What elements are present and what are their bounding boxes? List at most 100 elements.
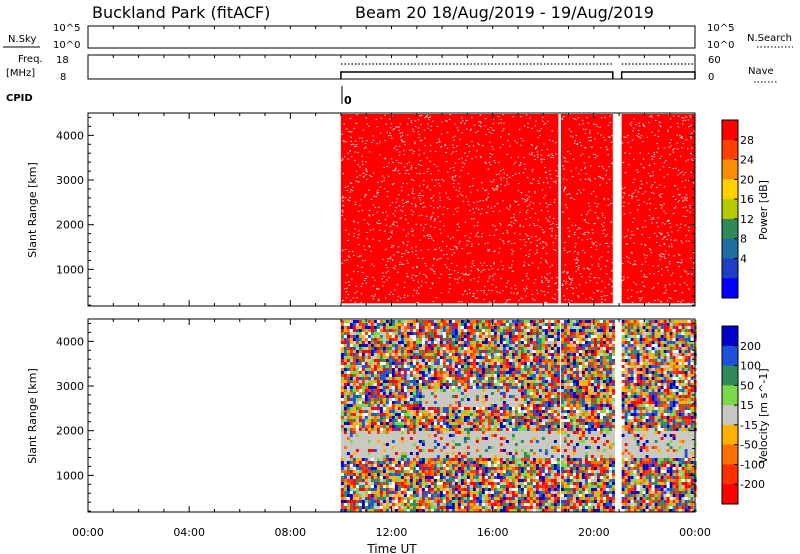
power-gap-pixel (440, 146, 442, 148)
velocity-cell (421, 455, 425, 458)
power-gap-pixel (441, 249, 443, 251)
velocity-cell (364, 458, 368, 461)
velocity-cell (379, 497, 383, 500)
velocity-cell (463, 422, 467, 425)
velocity-cell (361, 452, 365, 455)
velocity-cell (394, 488, 398, 491)
power-gap-pixel (545, 244, 548, 246)
velocity-cell (376, 497, 380, 500)
velocity-cell (388, 404, 392, 407)
velocity-cell (433, 479, 437, 482)
power-gap-pixel (564, 187, 566, 189)
power-gap-pixel (642, 141, 644, 143)
velocity-cell (436, 356, 440, 359)
velocity-cell (346, 479, 350, 482)
power-gap-pixel (481, 145, 484, 147)
velocity-cell (460, 440, 464, 443)
power-gap-pixel (517, 292, 519, 294)
power-gap-pixel (365, 193, 367, 195)
power-gap-pixel (382, 212, 384, 214)
power-gap-pixel (577, 237, 580, 239)
power-gap-pixel (547, 219, 549, 221)
power-gap-pixel (430, 125, 433, 127)
velocity-cell (361, 326, 365, 329)
power-gap-pixel (607, 251, 609, 253)
velocity-cell (349, 434, 353, 437)
velocity-cell (382, 320, 386, 323)
power-gap-pixel (499, 177, 502, 179)
power-gap-pixel (399, 261, 401, 263)
velocity-cell (373, 509, 377, 512)
velocity-cell (439, 494, 443, 497)
power-gap-pixel (423, 274, 425, 276)
velocity-cell (457, 461, 461, 464)
velocity-cell (367, 494, 371, 497)
velocity-cell (340, 413, 344, 416)
velocity-cell (340, 365, 344, 368)
velocity-cell (358, 362, 362, 365)
velocity-cell (409, 428, 413, 431)
power-gap-pixel (395, 207, 397, 209)
velocity-cell (466, 497, 470, 500)
velocity-cell (448, 371, 452, 374)
velocity-cell (457, 338, 461, 341)
velocity-cell (403, 356, 407, 359)
velocity-cell (418, 404, 422, 407)
velocity-cell (376, 371, 380, 374)
power-gap-pixel (519, 144, 522, 146)
velocity-cell (382, 476, 386, 479)
power-gap-pixel (493, 250, 495, 252)
power-gap-pixel (537, 180, 540, 182)
velocity-cell (361, 395, 365, 398)
velocity-cell (391, 443, 395, 446)
power-gap-pixel (636, 291, 638, 293)
power-gap-pixel (680, 259, 683, 261)
velocity-cell (343, 485, 347, 488)
power-gap-pixel (664, 258, 667, 260)
velocity-cell (349, 323, 353, 326)
velocity-cell (460, 389, 464, 392)
power-gap-pixel (668, 260, 671, 262)
velocity-cell (391, 500, 395, 503)
power-gap-pixel (551, 227, 553, 229)
velocity-cell (340, 455, 344, 458)
power-gap-pixel (547, 120, 549, 122)
velocity-cell (460, 461, 464, 464)
velocity-cell (448, 491, 452, 494)
velocity-cell (340, 380, 344, 383)
power-gap-pixel (549, 173, 551, 175)
velocity-cell (436, 503, 440, 506)
velocity-cell (400, 368, 404, 371)
velocity-cell (373, 470, 377, 473)
power-gap-pixel (498, 247, 501, 249)
power-gap-pixel (588, 140, 591, 142)
velocity-cell (379, 440, 383, 443)
velocity-cell (463, 446, 467, 449)
velocity-cell (415, 323, 419, 326)
velocity-cell (454, 425, 458, 428)
velocity-cell (376, 476, 380, 479)
velocity-cell (397, 419, 401, 422)
velocity-cell (376, 491, 380, 494)
velocity-cell (415, 488, 419, 491)
velocity-cell (352, 323, 356, 326)
power-gap-pixel (595, 195, 598, 197)
velocity-cell (349, 431, 353, 434)
power-gap-pixel (500, 118, 502, 120)
power-gap-pixel (491, 284, 494, 286)
velocity-cell (460, 506, 464, 509)
velocity-cell (463, 407, 467, 410)
velocity-cell (466, 395, 470, 398)
power-gap-pixel (461, 157, 463, 159)
velocity-cell (451, 470, 455, 473)
velocity-cell (448, 428, 452, 431)
velocity-cell (427, 452, 431, 455)
velocity-cell (391, 479, 395, 482)
power-gap-pixel (520, 297, 522, 299)
velocity-cell (400, 506, 404, 509)
velocity-cell (355, 320, 359, 323)
velocity-cell (436, 389, 440, 392)
power-gap-pixel (685, 179, 687, 181)
velocity-cell (388, 476, 392, 479)
power-gap-pixel (398, 205, 400, 207)
